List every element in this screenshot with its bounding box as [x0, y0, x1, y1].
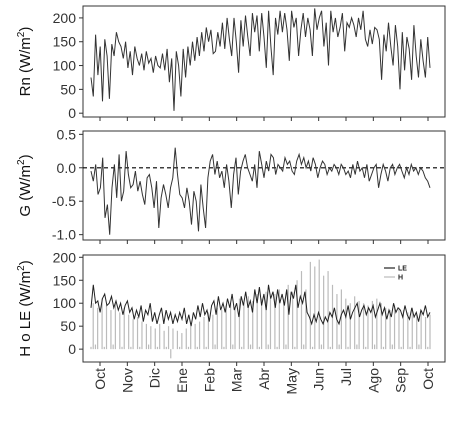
series-h: [90, 259, 431, 359]
y-axis-title: Rn (W/m2): [16, 27, 34, 97]
legend-label-h: H: [398, 275, 403, 282]
y-tick-label: 50: [60, 318, 76, 334]
panel-h-le: 0 50 100 150 200 H o LE (W/m2): [16, 249, 446, 366]
x-axis-month-labels: Oct Nov Dic Ene Feb Mar Abr May Jun Jul Ago Sep Oct: [92, 368, 436, 395]
y-tick-label: 0: [68, 105, 76, 121]
y-tick-label: 200: [53, 249, 77, 265]
y-axis-title: H o LE (W/m2): [16, 260, 34, 356]
x-tick-label: Nov: [119, 368, 135, 393]
y-tick-label: 100: [53, 295, 77, 311]
series-line: [90, 8, 431, 111]
plot-frame: [82, 5, 446, 118]
x-tick-label: Oct: [92, 368, 108, 390]
y-tick-label: 200: [53, 10, 77, 26]
x-tick-label: Jun: [311, 368, 327, 391]
x-tick-label: Dic: [147, 368, 163, 388]
y-tick-label: 0: [68, 341, 76, 357]
panel-g: -1.0 -0.5 0.0 0.5 G (W/m2): [16, 126, 446, 244]
x-tick-label: May: [283, 368, 299, 394]
legend: LE H: [384, 266, 407, 282]
y-tick-label: -1.0: [52, 227, 76, 243]
y-tick-label: 100: [53, 58, 77, 74]
series-le: [90, 284, 431, 327]
legend-label-le: LE: [398, 266, 407, 273]
y-tick-label: 150: [53, 272, 77, 288]
y-tick-label: -0.5: [52, 193, 76, 209]
x-tick-label: Feb: [201, 368, 217, 392]
x-tick-label: Abr: [256, 368, 272, 390]
y-tick-label: 150: [53, 34, 77, 50]
y-tick-label: 0.5: [57, 126, 77, 142]
y-tick-label: 0.0: [57, 160, 77, 176]
series-line: [90, 147, 431, 235]
x-tick-label: Sep: [393, 368, 409, 393]
panel-rn: 0 50 100 150 200 Rn (W/m2): [16, 5, 446, 121]
y-tick-label: 50: [60, 81, 76, 97]
x-tick-label: Ago: [365, 368, 381, 393]
x-tick-label: Mar: [229, 368, 245, 392]
x-tick-label: Jul: [338, 368, 354, 386]
x-tick-label: Oct: [420, 368, 436, 390]
y-axis-title: G (W/m2): [16, 154, 34, 216]
plot-frame: [82, 130, 446, 241]
x-tick-label: Ene: [174, 368, 190, 393]
